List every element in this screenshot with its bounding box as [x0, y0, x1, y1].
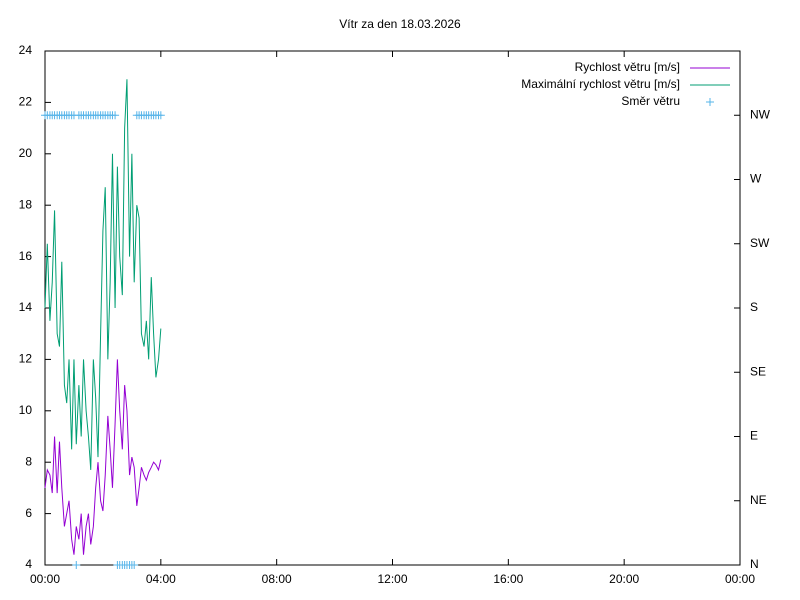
y2-tick-label: NW	[750, 107, 771, 121]
y2-tick-label: N	[750, 557, 759, 571]
direction-point	[130, 561, 139, 569]
direction-point	[156, 111, 165, 120]
direction-point	[72, 561, 81, 569]
x-tick-label: 20:00	[609, 572, 639, 586]
x-tick-label: 00:00	[725, 572, 755, 586]
y-tick-label: 6	[25, 506, 32, 520]
y-tick-label: 12	[19, 352, 33, 366]
x-tick-label: 04:00	[146, 572, 176, 586]
x-tick-label: 16:00	[493, 572, 523, 586]
legend-label: Maximální rychlost větru [m/s]	[521, 77, 680, 91]
y-tick-label: 22	[19, 95, 33, 109]
x-tick-label: 00:00	[30, 572, 60, 586]
x-tick-label: 08:00	[262, 572, 292, 586]
direction-point	[111, 111, 120, 120]
y2-tick-label: SE	[750, 364, 766, 378]
series-line	[44, 359, 162, 555]
y-tick-label: 20	[19, 146, 33, 160]
y-tick-label: 14	[19, 300, 33, 314]
y-tick-label: 8	[25, 454, 32, 468]
y2-tick-label: NE	[750, 493, 767, 507]
y-tick-label: 10	[19, 403, 33, 417]
y2-tick-label: E	[750, 429, 758, 443]
legend-label: Rychlost větru [m/s]	[575, 60, 680, 74]
chart-title: Vítr za den 18.03.2026	[339, 17, 461, 31]
y2-tick-label: S	[750, 300, 758, 314]
legend-label: Směr větru	[621, 94, 680, 108]
x-tick-label: 12:00	[377, 572, 407, 586]
plot-border	[44, 50, 741, 566]
y2-tick-label: W	[750, 172, 762, 186]
y2-tick-label: SW	[750, 236, 770, 250]
series-line	[44, 79, 162, 470]
y-tick-label: 24	[19, 43, 33, 57]
legend-marker	[706, 98, 714, 106]
y-tick-label: 4	[25, 557, 32, 571]
y-tick-label: 18	[19, 197, 33, 211]
y-tick-label: 16	[19, 249, 33, 263]
